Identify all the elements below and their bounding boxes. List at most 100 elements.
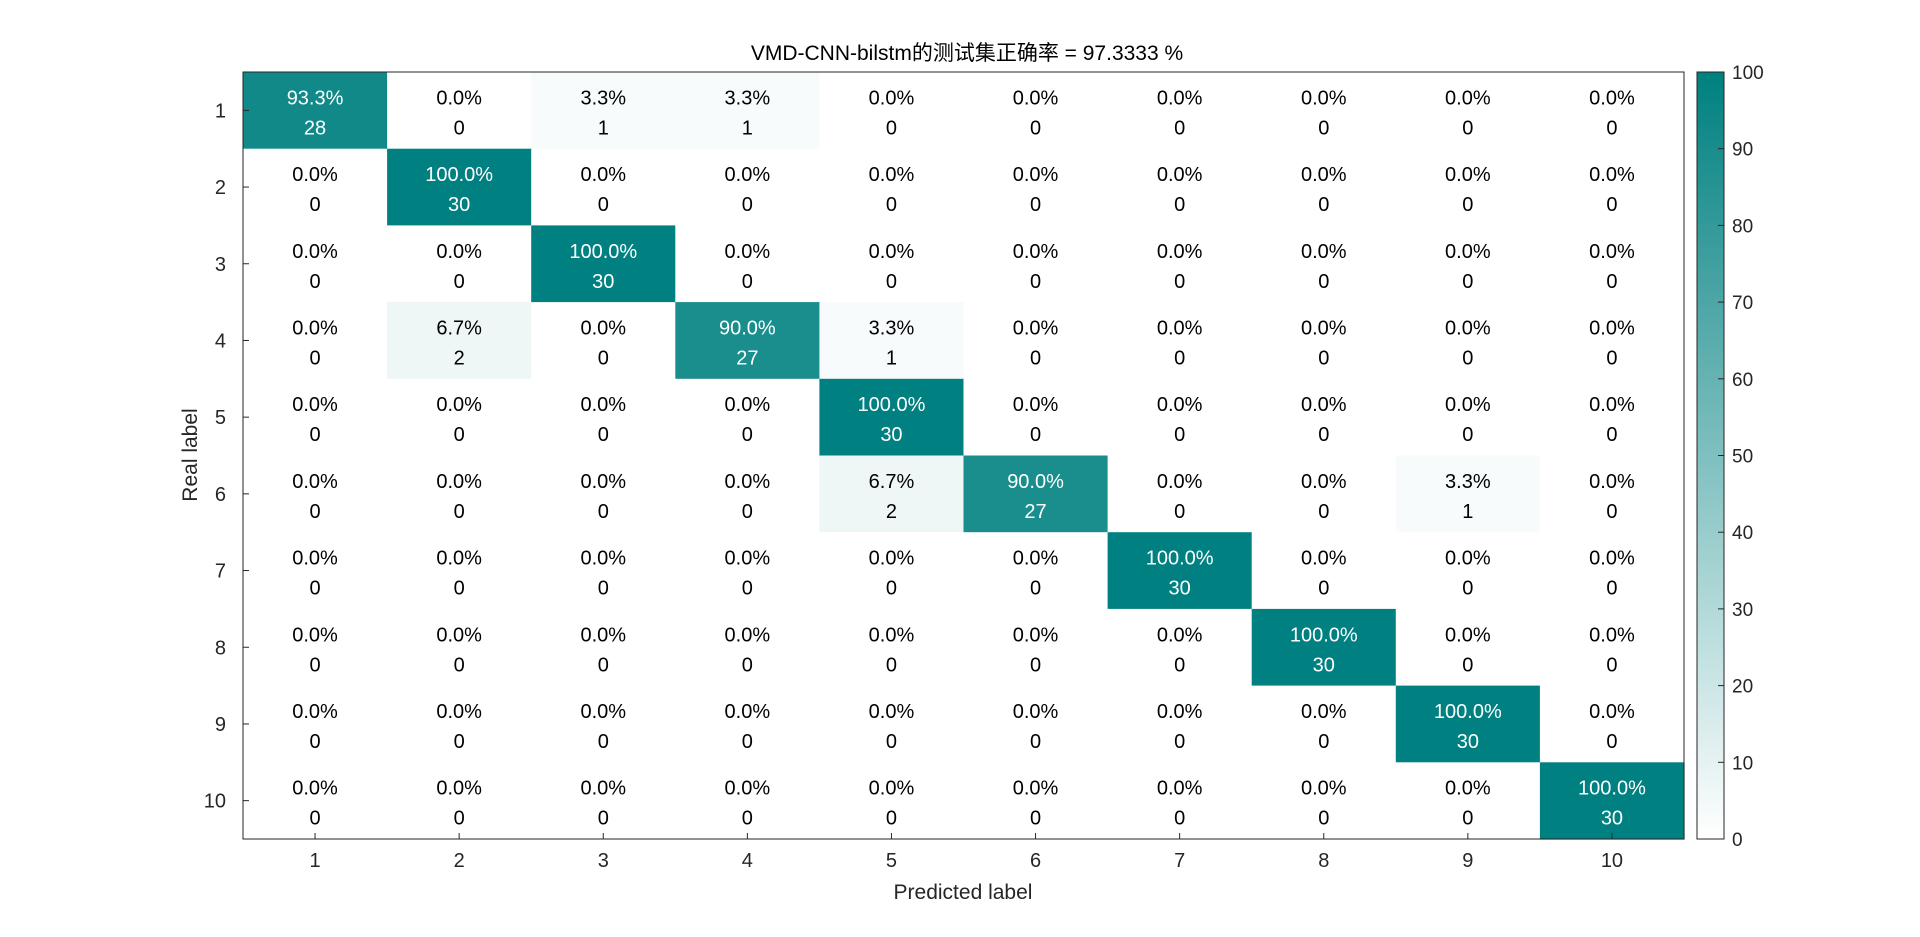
heatmap-cell: [243, 72, 388, 150]
cell-count-label: 0: [309, 808, 320, 830]
cell-percent-label: 0.0%: [580, 548, 626, 570]
cell-percent-label: 0.0%: [580, 778, 626, 800]
colorbar-tick-label: 0: [1732, 830, 1743, 851]
cell-count-label: 0: [309, 654, 320, 676]
heatmap-cell: [1539, 608, 1685, 687]
cell-count-label: 0: [598, 578, 609, 600]
cell-percent-label: 0.0%: [725, 164, 771, 186]
heatmap-cell: [1251, 302, 1397, 380]
cell-count-label: 0: [309, 731, 320, 753]
heatmap-cell: [1107, 455, 1253, 533]
heatmap-cell: [819, 685, 965, 763]
cell-percent-label: 100.0%: [1434, 701, 1502, 723]
cell-percent-label: 100.0%: [1578, 778, 1646, 800]
cell-percent-label: 0.0%: [1157, 87, 1203, 109]
heatmap-cell: [531, 225, 676, 303]
cell-count-label: 0: [1030, 271, 1041, 293]
cell-percent-label: 0.0%: [436, 394, 482, 416]
cell-count-label: 0: [1606, 501, 1617, 523]
heatmap-cell: [1395, 378, 1541, 457]
cell-count-label: 0: [454, 578, 465, 600]
heatmap-cell: [243, 378, 388, 457]
cell-count-label: 0: [886, 808, 897, 830]
cell-percent-label: 0.0%: [1013, 548, 1059, 570]
cell-count-label: 0: [1606, 347, 1617, 369]
y-tick-label: 4: [215, 330, 226, 352]
cell-percent-label: 0.0%: [1445, 87, 1491, 109]
cell-count-label: 2: [886, 501, 897, 523]
cell-percent-label: 0.0%: [1013, 778, 1059, 800]
cell-count-label: 0: [886, 117, 897, 139]
heatmap-cell: [243, 532, 388, 610]
cell-count-label: 0: [1174, 271, 1185, 293]
heatmap-cell: [1107, 685, 1253, 763]
cell-percent-label: 0.0%: [1301, 317, 1347, 339]
x-tick-label: 7: [1174, 850, 1185, 872]
x-tick-label: 10: [1601, 850, 1623, 872]
heatmap-cell: [675, 762, 820, 840]
cell-percent-label: 0.0%: [869, 164, 915, 186]
cell-percent-label: 3.3%: [580, 87, 626, 109]
heatmap-cell: [531, 378, 676, 457]
cell-percent-label: 0.0%: [869, 624, 915, 646]
cell-count-label: 0: [454, 654, 465, 676]
cell-count-label: 0: [1030, 654, 1041, 676]
cell-count-label: 0: [1462, 271, 1473, 293]
cell-percent-label: 0.0%: [436, 548, 482, 570]
cell-count-label: 0: [598, 424, 609, 446]
colorbar-tick-label: 40: [1732, 523, 1753, 544]
heatmap-cell: [1251, 532, 1397, 610]
x-tick-labels: 1 2 3 4 5 6 7 8 9 10: [309, 833, 1623, 872]
colorbar-tick-label: 90: [1732, 140, 1753, 161]
heatmap-cell: [531, 148, 676, 226]
x-tick-label: 9: [1462, 850, 1473, 872]
cell-percent-label: 0.0%: [725, 778, 771, 800]
cell-percent-label: 0.0%: [1301, 394, 1347, 416]
cell-percent-label: 0.0%: [725, 548, 771, 570]
cell-count-label: 0: [1318, 347, 1329, 369]
heatmap-cell: [1539, 532, 1685, 610]
cell-percent-label: 0.0%: [580, 624, 626, 646]
heatmap-cells: 93.3% 28 0.0% 0 3.3% 1 3.3% 1 0.0% 0 0.0% 0 0.0% 0 0.0…: [243, 72, 1685, 840]
colorbar-tick-label: 100: [1732, 63, 1764, 84]
cell-count-label: 0: [309, 271, 320, 293]
heatmap-cell: [963, 72, 1109, 150]
heatmap-cell: [1539, 762, 1685, 840]
cell-count-label: 30: [1601, 808, 1623, 830]
y-tick-labels: 1 2 3 4 5 6 7 8 9 10: [204, 100, 249, 813]
heatmap-cell: [819, 148, 965, 226]
cell-count-label: 0: [1462, 578, 1473, 600]
cell-count-label: 0: [454, 117, 465, 139]
heatmap-cell: [387, 72, 532, 150]
heatmap-cell: [387, 225, 532, 303]
x-tick-label: 6: [1030, 850, 1041, 872]
cell-count-label: 0: [742, 808, 753, 830]
heatmap-cell: [963, 148, 1109, 226]
cell-percent-label: 0.0%: [436, 624, 482, 646]
heatmap-cell: [387, 532, 532, 610]
cell-count-label: 27: [736, 347, 758, 369]
x-tick-label: 3: [598, 850, 609, 872]
cell-percent-label: 0.0%: [1589, 701, 1635, 723]
heatmap-cell: [1107, 378, 1253, 457]
heatmap-cell: [1107, 302, 1253, 380]
heatmap-cell: [1395, 148, 1541, 226]
cell-count-label: 0: [598, 808, 609, 830]
cell-percent-label: 3.3%: [1445, 471, 1491, 493]
heatmap-cell: [1251, 762, 1397, 840]
heatmap-cell: [1539, 685, 1685, 763]
cell-percent-label: 0.0%: [1301, 701, 1347, 723]
cell-count-label: 0: [454, 808, 465, 830]
cell-percent-label: 0.0%: [436, 778, 482, 800]
cell-count-label: 0: [886, 194, 897, 216]
chart-title: VMD-CNN-bilstm的测试集正确率 = 97.3333 %: [751, 42, 1183, 65]
heatmap-cell: [675, 455, 820, 533]
cell-percent-label: 0.0%: [869, 548, 915, 570]
cell-count-label: 2: [454, 347, 465, 369]
cell-percent-label: 6.7%: [436, 317, 482, 339]
cell-percent-label: 3.3%: [869, 317, 915, 339]
heatmap-cell: [675, 302, 820, 380]
cell-count-label: 0: [1318, 731, 1329, 753]
cell-percent-label: 0.0%: [725, 624, 771, 646]
heatmap-cell: [819, 72, 965, 150]
